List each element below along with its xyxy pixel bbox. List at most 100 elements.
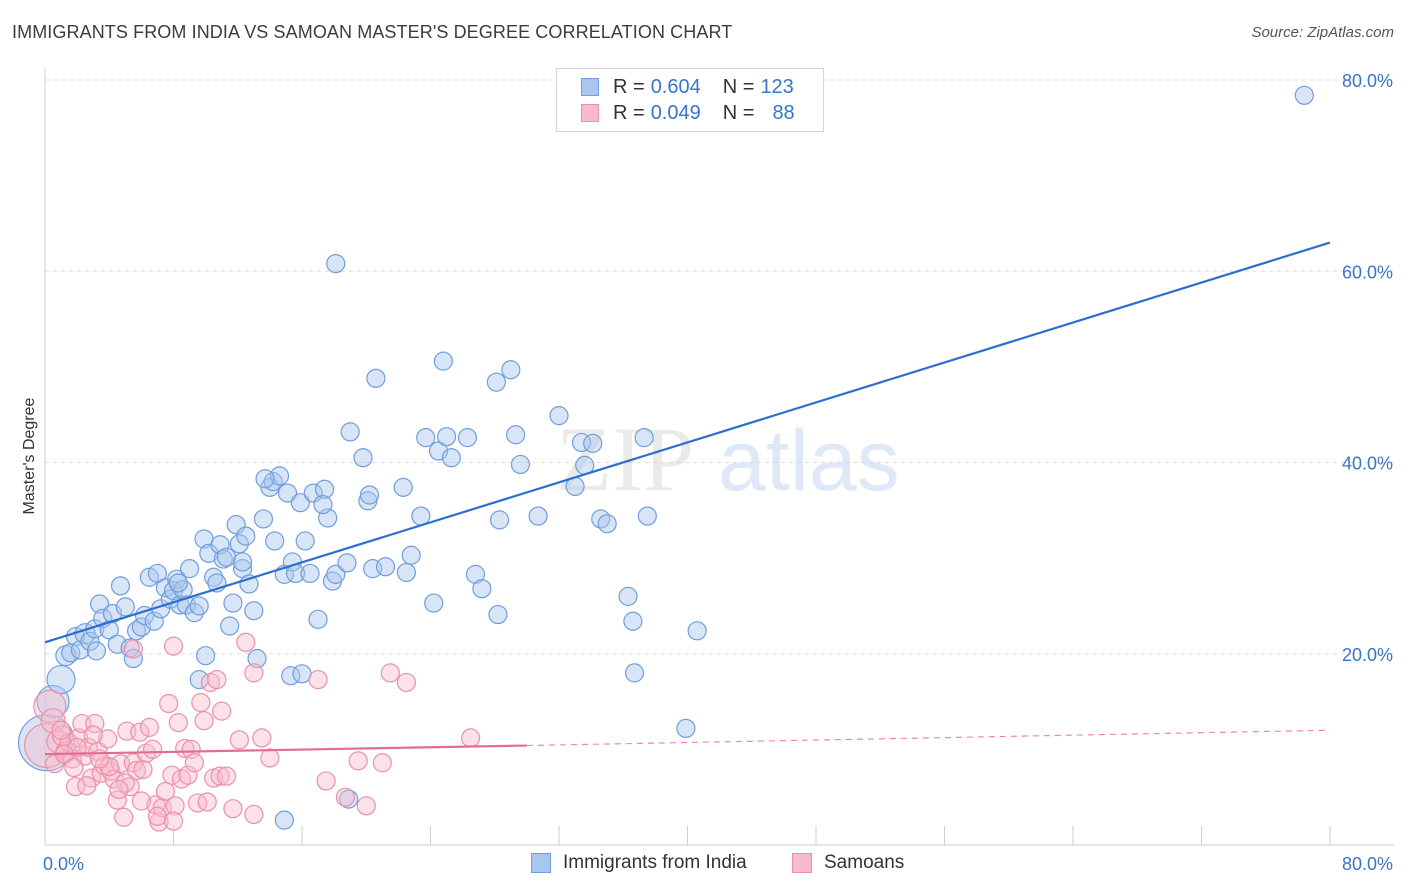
samoan-point-64 (348, 751, 368, 771)
samoan-point-87 (244, 804, 264, 825)
india-point-72 (340, 422, 360, 442)
samoan-point-58 (244, 663, 264, 683)
watermark: ZIP atlas (556, 408, 900, 510)
samoan-point-28 (130, 722, 150, 742)
india-point-44 (216, 547, 237, 567)
india-point-110 (232, 552, 253, 572)
india-point-103 (618, 586, 638, 606)
y-tick-label-2: 60.0% (1342, 262, 1393, 282)
samoan-point-40 (168, 712, 188, 733)
samoan-point-60 (260, 748, 280, 768)
samoan-point-39 (165, 796, 185, 816)
legend-n-value: 88 (772, 101, 795, 124)
samoan-point-71 (123, 639, 143, 659)
samoan-points (24, 632, 481, 832)
india-point-87 (441, 448, 461, 468)
india-point-40 (204, 567, 224, 587)
series-label-india: Immigrants from India (563, 852, 747, 873)
india-point-113 (292, 664, 312, 684)
samoan-point-38 (162, 765, 182, 785)
india-point-105 (637, 506, 657, 526)
india-point-104 (634, 428, 654, 448)
india-point-10 (86, 641, 107, 661)
legend-swatch-india (581, 78, 599, 96)
samoan-point-45 (184, 753, 204, 773)
samoan-point-53 (210, 766, 230, 786)
india-point-24 (144, 611, 164, 631)
india-point-118 (1294, 85, 1314, 105)
samoan-point-75 (99, 756, 119, 777)
stats-legend: R = 0.604 N = 123 R = 0.049 N = 88 (556, 68, 824, 132)
india-trend-line (44, 241, 1331, 644)
samoan-point-18 (98, 729, 118, 749)
india-point-102 (597, 514, 617, 534)
legend-r-label: R = (613, 101, 645, 124)
india-points (18, 85, 1314, 830)
legend-n-value: 123 (760, 75, 794, 98)
samoan-point-61 (308, 669, 328, 690)
legend-row-india: R = 0.604 N = 123 (581, 74, 794, 100)
samoan-point-74 (83, 725, 103, 745)
india-point-13 (99, 620, 119, 640)
india-point-34 (179, 559, 200, 579)
india-point-100 (583, 433, 603, 453)
india-point-46 (223, 593, 243, 613)
india-point-123 (313, 494, 333, 515)
chart-title: IMMIGRANTS FROM INDIA VS SAMOAN MASTER'S… (12, 22, 733, 42)
legend-row-samoan: R = 0.049 N = 88 (581, 100, 795, 126)
india-point-122 (244, 601, 264, 621)
series-label-samoan: Samoans (824, 852, 905, 873)
india-point-90 (488, 604, 508, 625)
series-legend-india: Immigrants from India (531, 852, 747, 874)
samoan-point-47 (191, 692, 211, 713)
india-point-79 (396, 562, 417, 583)
samoan-point-46 (187, 793, 208, 813)
india-point-2 (46, 664, 76, 695)
india-point-67 (314, 479, 335, 499)
india-point-36 (189, 596, 209, 616)
india-point-25 (147, 563, 168, 584)
samoan-point-65 (356, 796, 376, 816)
samoan-point-55 (223, 799, 243, 819)
samoan-point-85 (109, 779, 129, 800)
india-point-83 (424, 593, 444, 613)
samoan-point-1 (33, 689, 67, 723)
samoan-point-12 (78, 737, 98, 758)
india-point-124 (486, 372, 506, 392)
series-legend-samoan: Samoans (792, 852, 904, 874)
india-point-116 (624, 663, 645, 683)
series-legend: Immigrants from India Samoans (0, 852, 1406, 878)
samoan-point-66 (372, 753, 392, 773)
x-tick-label-1: 80.0% (1342, 854, 1393, 874)
samoan-point-56 (229, 730, 249, 750)
y-tick-label-1: 40.0% (1342, 454, 1393, 474)
samoan-point-23 (114, 807, 134, 827)
india-point-121 (457, 428, 478, 448)
india-point-95 (528, 506, 548, 526)
series-swatch-samoan (792, 853, 812, 873)
india-point-91 (489, 510, 510, 530)
india-point-71 (337, 553, 357, 573)
chart-source: Source: ZipAtlas.com (1251, 24, 1394, 41)
x-tick-label-0: 0.0% (43, 854, 84, 874)
y-axis-label: Master's Degree (21, 397, 38, 514)
samoan-point-36 (155, 781, 176, 802)
samoan-point-72 (51, 720, 71, 740)
legend-r-label: R = (613, 75, 645, 98)
india-point-66 (308, 609, 328, 629)
samoan-point-83 (77, 776, 97, 796)
india-point-89 (472, 579, 492, 599)
samoan-point-63 (335, 787, 355, 807)
india-point-50 (236, 526, 256, 546)
india-point-48 (229, 534, 249, 554)
india-point-82 (416, 428, 436, 448)
india-point-42 (210, 535, 230, 555)
samoan-point-59 (252, 728, 272, 748)
samoan-point-52 (207, 669, 227, 690)
samoan-point-31 (139, 717, 160, 737)
samoan-point-69 (461, 728, 481, 748)
india-point-64 (300, 563, 320, 584)
samoan-trend-line (44, 744, 527, 756)
samoan-point-68 (396, 672, 417, 693)
